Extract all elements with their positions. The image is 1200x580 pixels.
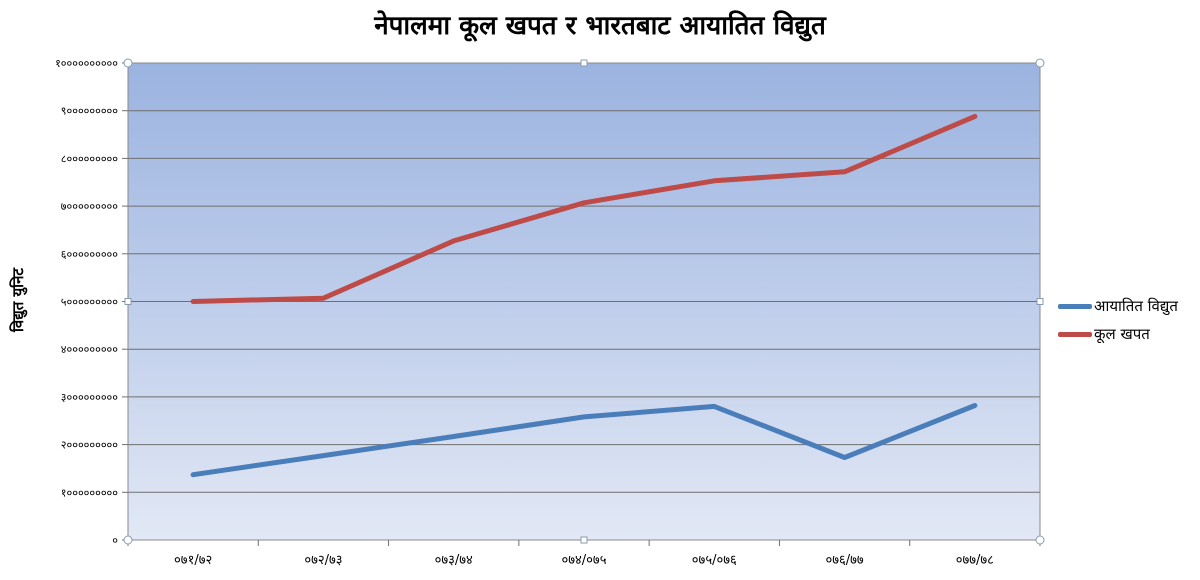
resize-handle-corner	[123, 535, 133, 545]
y-tick-label: १००००००००००	[55, 57, 118, 70]
y-tick-label: ०	[112, 534, 118, 547]
chart-title: नेपालमा कूल खपत र भारतबाट आयातित विद्युत	[374, 11, 826, 41]
x-tick-label: ०७३/७४	[435, 553, 473, 568]
y-tick-label: ९०००००००००	[61, 105, 118, 118]
y-tick-label: ४०००००००००	[61, 343, 118, 356]
legend-label: आयातित विद्युत	[1094, 297, 1178, 315]
x-tick-label: ०७७/७८	[956, 553, 994, 568]
legend-label: कूल खपत	[1094, 325, 1150, 343]
x-tick-label: ०७४/०७५	[562, 553, 607, 568]
legend-item: आयातित विद्युत	[1058, 292, 1178, 320]
x-tick-label: ०७५/०७६	[692, 553, 737, 568]
x-tick-label: ०७६/७७	[825, 553, 863, 568]
legend: आयातित विद्युत कूल खपत	[1058, 292, 1178, 348]
series-line-1	[190, 403, 978, 478]
series-line-2	[190, 113, 978, 304]
resize-handle-edge	[1036, 298, 1044, 305]
resize-handle-corner	[123, 58, 133, 68]
resize-handle-edge	[124, 298, 132, 305]
y-tick-label: ६०००००००००	[61, 248, 118, 261]
x-tick-label: ०७२/७३	[304, 553, 342, 568]
y-tick-label: २०००००००००	[61, 439, 118, 452]
legend-item: कूल खपत	[1058, 320, 1178, 348]
resize-handle-edge	[580, 536, 588, 544]
legend-swatch-imported	[1058, 303, 1092, 309]
legend-swatch-consumption	[1058, 331, 1092, 337]
y-tick-label: ८०००००००००	[61, 152, 118, 165]
y-tick-label: ३०००००००००	[61, 391, 118, 404]
y-tick-label: ५०००००००००	[61, 296, 118, 309]
y-tick-label: ७०००००००००	[61, 200, 118, 213]
resize-handle-corner	[1035, 535, 1045, 545]
y-tick-label: १०००००००००	[61, 486, 118, 499]
resize-handle-corner	[1035, 58, 1045, 68]
resize-handle-edge	[580, 59, 588, 67]
x-tick-label: ०७१/७२	[174, 553, 212, 568]
